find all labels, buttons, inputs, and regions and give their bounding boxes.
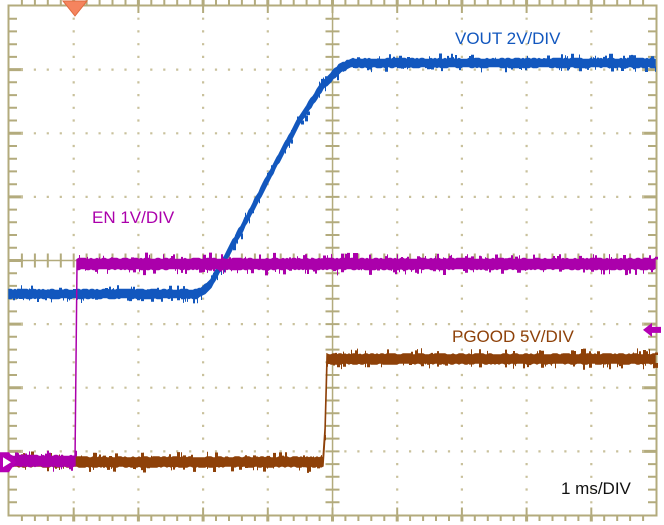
timebase-label: 1 ms/DIV bbox=[561, 479, 631, 498]
pgood-trace-label: PGOOD 5V/DIV bbox=[452, 327, 574, 346]
en-trace-label: EN 1V/DIV bbox=[92, 208, 175, 227]
vout-trace-label: VOUT 2V/DIV bbox=[455, 29, 561, 48]
